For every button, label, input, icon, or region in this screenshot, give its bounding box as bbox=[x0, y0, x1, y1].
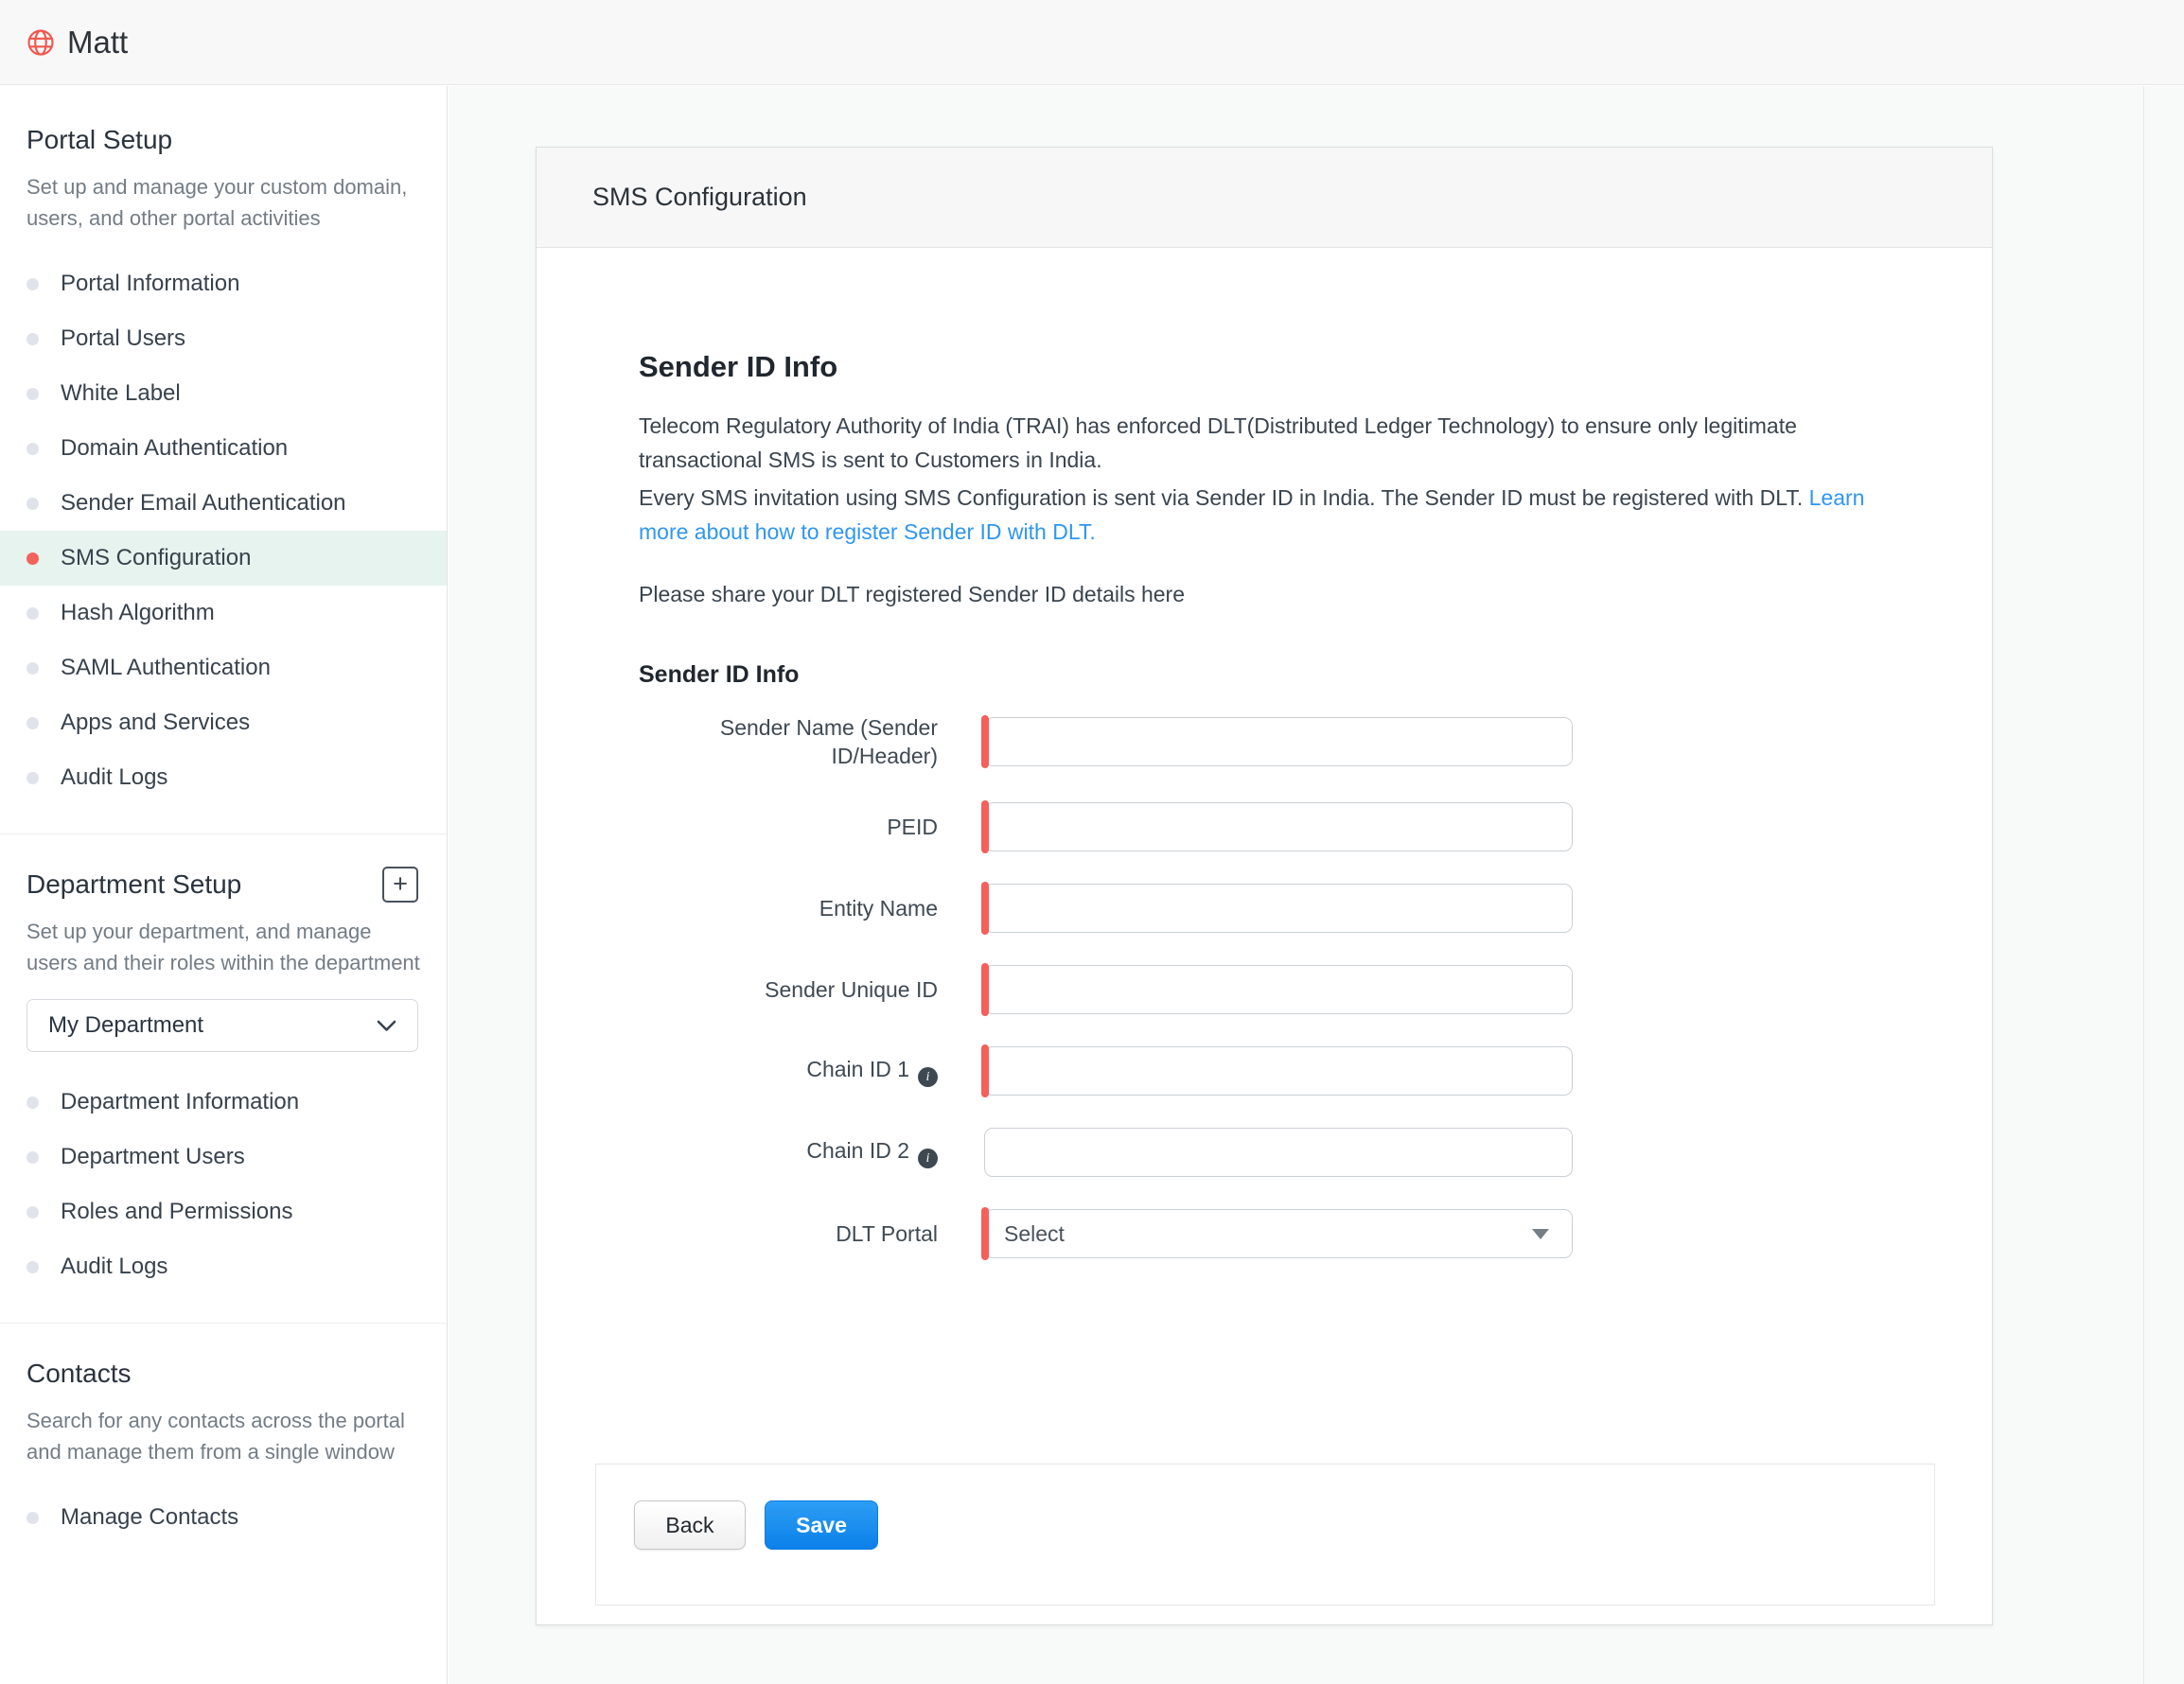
department-selector-value: My Department bbox=[48, 1012, 204, 1038]
sidebar-item-sender-email-authentication[interactable]: Sender Email Authentication bbox=[0, 476, 447, 531]
portal-setup-nav: Portal Information Portal Users White La… bbox=[0, 256, 447, 805]
required-indicator bbox=[981, 800, 989, 853]
department-selector[interactable]: My Department bbox=[26, 999, 418, 1052]
bullet-icon bbox=[26, 1260, 39, 1273]
dlt-portal-select[interactable]: Select bbox=[984, 1209, 1573, 1258]
entity-name-input[interactable] bbox=[984, 884, 1573, 933]
sender-name-input[interactable] bbox=[984, 717, 1573, 766]
bullet-icon bbox=[26, 1205, 39, 1219]
panel-title: SMS Configuration bbox=[592, 183, 807, 211]
bullet-icon bbox=[26, 716, 39, 729]
required-indicator bbox=[981, 1207, 989, 1260]
portal-setup-description: Set up and manage your custom domain, us… bbox=[26, 175, 408, 230]
portal-setup-title: Portal Setup bbox=[26, 125, 173, 154]
bullet-icon bbox=[26, 771, 39, 784]
dlt-details-note: Please share your DLT registered Sender … bbox=[639, 582, 1186, 606]
bullet-icon bbox=[26, 277, 39, 290]
sidebar-divider bbox=[0, 833, 447, 834]
sidebar-item-apps-and-services[interactable]: Apps and Services bbox=[0, 695, 447, 750]
sms-configuration-panel: SMS Configuration Sender ID Info Telecom… bbox=[536, 147, 1993, 1625]
required-indicator bbox=[981, 1044, 989, 1097]
peid-input[interactable] bbox=[984, 802, 1573, 851]
contacts-title: Contacts bbox=[26, 1359, 132, 1388]
dlt-portal-select-value: Select bbox=[1004, 1220, 1065, 1246]
sidebar-item-domain-authentication[interactable]: Domain Authentication bbox=[0, 421, 447, 476]
form-section-heading: Sender ID Info bbox=[639, 661, 800, 688]
intro-paragraph-1: Telecom Regulatory Authority of India (T… bbox=[639, 413, 1797, 472]
contacts-description: Search for any contacts across the porta… bbox=[26, 1409, 405, 1464]
save-button[interactable]: Save bbox=[765, 1500, 878, 1550]
caret-down-icon bbox=[1532, 1228, 1549, 1239]
sidebar-item-roles-and-permissions[interactable]: Roles and Permissions bbox=[0, 1184, 447, 1239]
chevron-down-icon bbox=[377, 1020, 396, 1032]
add-department-button[interactable]: + bbox=[382, 867, 418, 903]
bullet-icon bbox=[26, 606, 39, 620]
scrollbar-track[interactable] bbox=[2143, 86, 2144, 1684]
dlt-portal-label: DLT Portal bbox=[836, 1221, 938, 1246]
sender-id-form: Sender Name (Sender ID/Header) PEID bbox=[639, 713, 1992, 1260]
main-content-area: SMS Configuration Sender ID Info Telecom… bbox=[449, 86, 2184, 1684]
sidebar-item-department-information[interactable]: Department Information bbox=[0, 1075, 447, 1130]
department-setup-nav: Department Information Department Users … bbox=[0, 1075, 447, 1294]
top-header: Matt bbox=[0, 0, 2184, 85]
department-setup-title: Department Setup bbox=[26, 869, 242, 899]
bullet-icon bbox=[26, 442, 39, 455]
sidebar-item-portal-information[interactable]: Portal Information bbox=[0, 256, 447, 311]
bullet-icon bbox=[26, 661, 39, 675]
brand-name: Matt bbox=[67, 24, 129, 60]
sender-unique-id-label: Sender Unique ID bbox=[765, 977, 938, 1002]
sender-unique-id-input[interactable] bbox=[984, 965, 1573, 1014]
bullet-icon bbox=[26, 1150, 39, 1164]
bullet-icon bbox=[26, 332, 39, 345]
sidebar-item-department-users[interactable]: Department Users bbox=[0, 1130, 447, 1184]
panel-body: Sender ID Info Telecom Regulatory Author… bbox=[537, 248, 1992, 1260]
sender-id-info-heading: Sender ID Info bbox=[639, 350, 838, 383]
info-icon[interactable]: i bbox=[918, 1067, 938, 1088]
back-button[interactable]: Back bbox=[634, 1500, 746, 1550]
required-indicator bbox=[981, 963, 989, 1016]
sidebar-item-audit-logs[interactable]: Audit Logs bbox=[0, 750, 447, 805]
bullet-icon bbox=[26, 1511, 39, 1524]
sidebar: Portal Setup Set up and manage your cust… bbox=[0, 86, 448, 1684]
chain-id-2-input[interactable] bbox=[984, 1128, 1573, 1177]
bullet-icon bbox=[26, 497, 39, 510]
sidebar-item-hash-algorithm[interactable]: Hash Algorithm bbox=[0, 586, 447, 640]
bullet-icon bbox=[26, 552, 39, 565]
panel-header: SMS Configuration bbox=[537, 148, 1992, 248]
required-indicator bbox=[981, 715, 989, 768]
peid-label: PEID bbox=[887, 815, 938, 839]
info-icon[interactable]: i bbox=[918, 1149, 938, 1169]
contacts-nav: Manage Contacts bbox=[0, 1490, 447, 1545]
department-setup-description: Set up your department, and manage users… bbox=[26, 920, 420, 974]
sidebar-item-saml-authentication[interactable]: SAML Authentication bbox=[0, 640, 447, 695]
bullet-icon bbox=[26, 387, 39, 400]
bullet-icon bbox=[26, 1096, 39, 1109]
chain-id-1-input[interactable] bbox=[984, 1046, 1573, 1096]
sidebar-item-white-label[interactable]: White Label bbox=[0, 366, 447, 421]
intro-paragraph-2: Every SMS invitation using SMS Configura… bbox=[639, 485, 1865, 544]
required-indicator bbox=[981, 882, 989, 935]
globe-logo-icon bbox=[26, 28, 55, 57]
intro-text: Telecom Regulatory Authority of India (T… bbox=[639, 409, 1869, 549]
sidebar-item-department-audit-logs[interactable]: Audit Logs bbox=[0, 1239, 447, 1294]
learn-more-link[interactable]: Learn more about how to register Sender … bbox=[639, 485, 1865, 544]
entity-name-label: Entity Name bbox=[819, 896, 938, 921]
sidebar-item-sms-configuration[interactable]: SMS Configuration bbox=[0, 531, 447, 586]
sidebar-divider bbox=[0, 1323, 447, 1324]
sidebar-item-manage-contacts[interactable]: Manage Contacts bbox=[0, 1490, 447, 1545]
sender-name-label: Sender Name (Sender ID/Header) bbox=[719, 715, 938, 768]
sidebar-item-portal-users[interactable]: Portal Users bbox=[0, 311, 447, 366]
form-actions-bar: Back Save bbox=[595, 1464, 1935, 1605]
